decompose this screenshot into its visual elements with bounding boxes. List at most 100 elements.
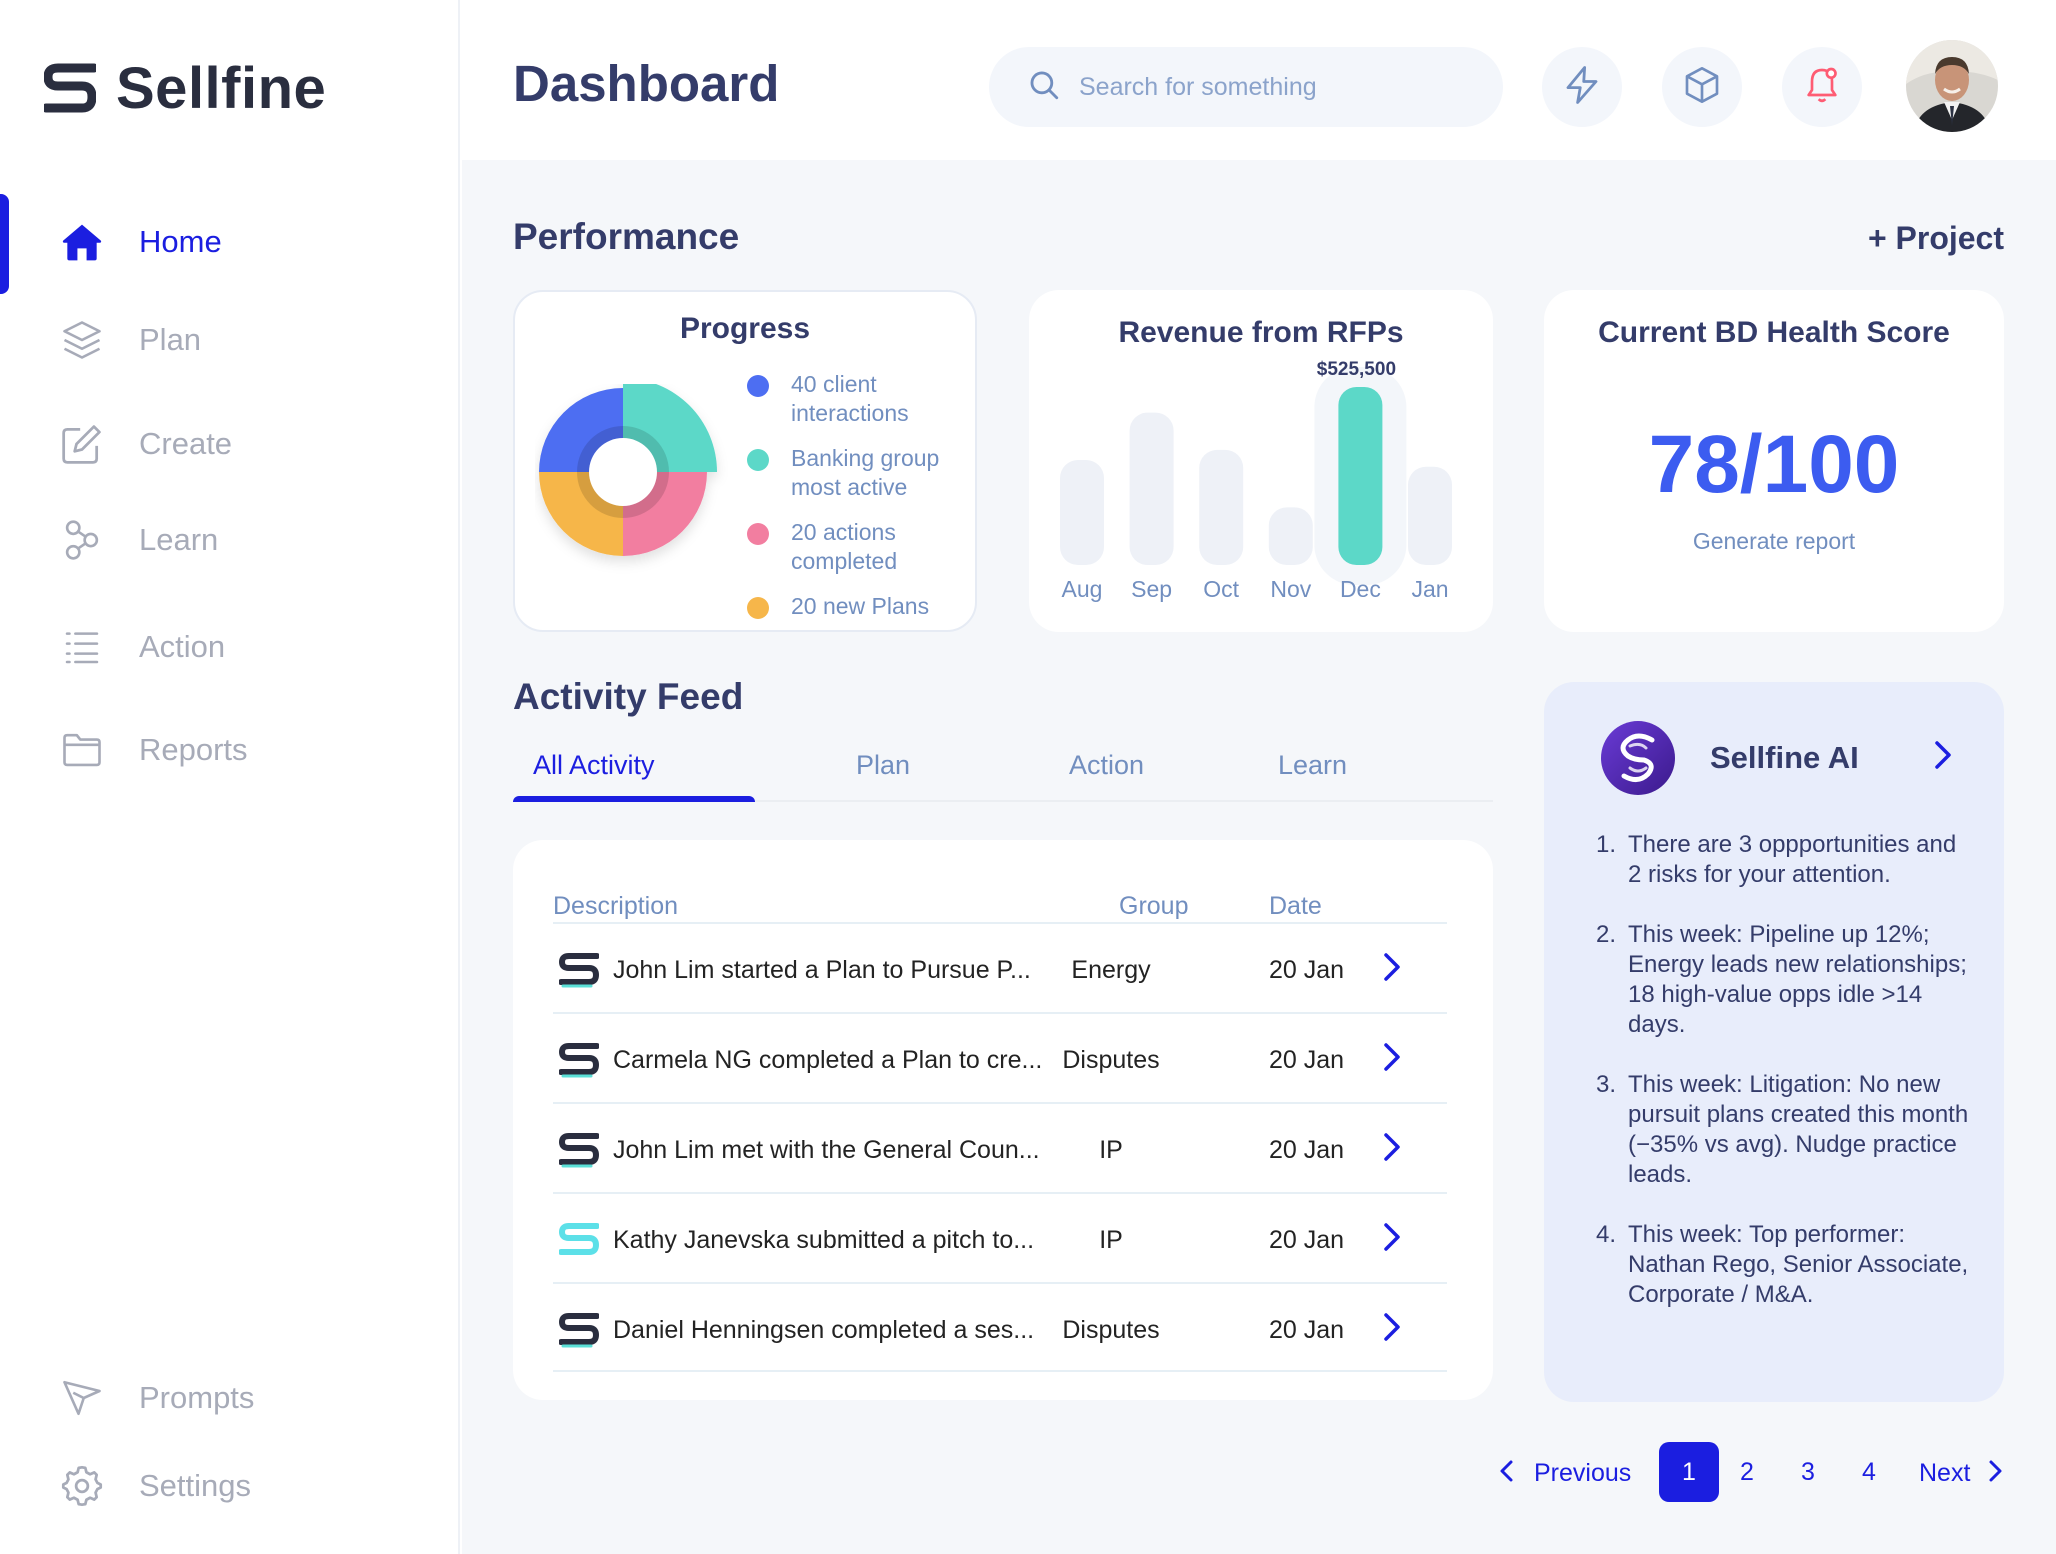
ai-insight-item: 4. This week: Top performer: Nathan Rego,… — [1596, 1220, 1976, 1310]
chevron-right-icon[interactable] — [1379, 1310, 1405, 1349]
row-group: Energy — [1071, 956, 1151, 984]
table-row[interactable]: John Lim started a Plan to Pursue P... E… — [553, 922, 1447, 1012]
avatar[interactable] — [1906, 40, 1998, 132]
send-icon — [56, 1372, 108, 1424]
table-row[interactable]: Kathy Janevska submitted a pitch to... I… — [553, 1192, 1447, 1282]
ai-insights-list: 1. There are 3 oppportunities and 2 risks… — [1596, 830, 1976, 1340]
home-icon — [56, 216, 108, 268]
sidebar-item-label: Settings — [139, 1468, 252, 1503]
health-score-card: Current BD Health Score 78/100 Generate … — [1544, 290, 2004, 632]
sidebar-item-home[interactable]: Home — [56, 210, 222, 274]
sidebar-item-prompts[interactable]: Prompts — [56, 1366, 254, 1430]
layers-icon — [56, 314, 108, 366]
search-input[interactable] — [1079, 72, 1459, 102]
tab-plan[interactable]: Plan — [856, 750, 911, 780]
table-row[interactable]: Daniel Henningsen completed a ses... Dis… — [553, 1282, 1447, 1372]
row-date: 20 Jan — [1269, 1046, 1345, 1074]
revenue-bar-chart: Aug Sep Oct Nov Dec $525,500 Jan — [1060, 359, 1452, 602]
chevron-right-icon[interactable] — [1930, 738, 1956, 777]
sellfine-row-icon-teal — [558, 1222, 600, 1263]
legend-item: 40 client interactions — [747, 370, 961, 428]
page-button-3[interactable]: 3 — [1801, 1457, 1815, 1486]
revenue-card: Revenue from RFPs Aug Sep Oct Nov Dec $525,50… — [1029, 290, 1493, 632]
revenue-title: Revenue from RFPs — [1118, 316, 1404, 349]
legend-item: 20 new Plans — [747, 592, 961, 621]
chevron-right-icon[interactable] — [1379, 950, 1405, 989]
item-number: 1. — [1596, 831, 1617, 858]
bar-dec — [1338, 387, 1383, 565]
row-group: IP — [1099, 1226, 1123, 1254]
activity-tabs: All Activity Plan Action Learn — [513, 736, 1493, 802]
x-tick-label-dec: Dec — [1340, 576, 1381, 602]
column-header-date: Date — [1269, 892, 1322, 920]
page-button-1[interactable]: 1 — [1659, 1442, 1719, 1502]
column-header-description: Description — [553, 892, 679, 920]
sidebar-item-create[interactable]: Create — [56, 412, 232, 476]
sellfine-row-icon — [558, 1042, 600, 1083]
app-logo[interactable]: Sellfine — [44, 52, 326, 124]
legend-label: 20 actions completed — [791, 519, 898, 574]
ai-insight-item: 1. There are 3 oppportunities and 2 risks… — [1596, 830, 1976, 890]
item-text: This week: Top performer: Nathan Rego, S… — [1628, 1221, 1969, 1308]
add-project-button[interactable]: + Project — [1867, 220, 2004, 256]
sidebar-item-label: Create — [139, 426, 233, 461]
activity-table: Description Group Date John Lim started … — [513, 840, 1493, 1400]
next-label: Next — [1919, 1458, 1971, 1487]
table-row[interactable]: Carmela NG completed a Plan to cre... Di… — [553, 1012, 1447, 1102]
legend-label: 20 new Plans — [791, 593, 930, 619]
bar-data-label: $525,500 — [1317, 359, 1396, 380]
sidebar-item-label: Reports — [139, 732, 248, 767]
x-tick-label-jan: Jan — [1411, 576, 1448, 602]
health-title: Current BD Health Score — [1598, 316, 1950, 349]
sidebar-item-label: Learn — [139, 522, 219, 557]
notifications-button[interactable] — [1782, 47, 1862, 127]
row-description: Kathy Janevska submitted a pitch to... — [613, 1226, 1035, 1254]
performance-title: Performance — [513, 216, 740, 257]
app-name: Sellfine — [116, 55, 327, 121]
tab-action[interactable]: Action — [1069, 750, 1145, 780]
nodes-icon — [56, 514, 108, 566]
generate-report-link[interactable]: Generate report — [1692, 528, 1856, 554]
sidebar-item-learn[interactable]: Learn — [56, 508, 218, 572]
tab-all-activity[interactable]: All Activity — [533, 750, 655, 780]
chevron-right-icon[interactable] — [1379, 1130, 1405, 1169]
item-text: There are 3 oppportunities and 2 risks f… — [1628, 831, 1957, 888]
item-number: 4. — [1596, 1221, 1617, 1248]
row-description: Carmela NG completed a Plan to cre... — [613, 1046, 1043, 1074]
x-tick-label-oct: Oct — [1203, 576, 1239, 602]
top-header: Dashboard — [462, 0, 2056, 160]
sidebar-item-reports[interactable]: Reports — [56, 718, 248, 782]
chevron-left-icon — [1496, 1456, 1518, 1491]
table-row[interactable]: John Lim met with the General Coun... IP… — [553, 1102, 1447, 1192]
sidebar: Sellfine Home Plan Create Learn Action — [0, 0, 460, 1554]
search-icon — [1027, 68, 1061, 107]
chevron-right-icon[interactable] — [1379, 1220, 1405, 1259]
legend-dot — [747, 523, 769, 545]
chevron-right-icon[interactable] — [1379, 1040, 1405, 1079]
nav-active-indicator — [0, 194, 9, 294]
page-button-4[interactable]: 4 — [1862, 1457, 1876, 1486]
page-button-2[interactable]: 2 — [1740, 1457, 1754, 1486]
sidebar-item-settings[interactable]: Settings — [56, 1454, 251, 1518]
pagination-previous[interactable]: Previous — [1496, 1442, 1631, 1504]
lightning-button[interactable] — [1542, 47, 1622, 127]
health-score-value: 78/100 — [1648, 419, 1900, 510]
cube-button[interactable] — [1662, 47, 1742, 127]
item-number: 3. — [1596, 1071, 1617, 1098]
sidebar-item-label: Plan — [139, 322, 202, 357]
search-bar[interactable] — [989, 47, 1503, 127]
sellfine-row-icon — [558, 952, 600, 993]
pagination-next[interactable]: Next — [1919, 1442, 2006, 1504]
legend-label: 40 client interactions — [791, 371, 909, 426]
item-text: This week: Pipeline up 12%; Energy leads… — [1628, 921, 1967, 1038]
progress-donut-chart — [539, 384, 717, 556]
sidebar-item-action[interactable]: Action — [56, 615, 225, 679]
item-number: 2. — [1596, 921, 1617, 948]
page-title: Dashboard — [513, 55, 780, 112]
list-icon — [56, 621, 108, 673]
row-date: 20 Jan — [1269, 1316, 1345, 1344]
chevron-right-icon — [1984, 1456, 2006, 1491]
row-group: Disputes — [1062, 1316, 1160, 1344]
sidebar-item-plan[interactable]: Plan — [56, 308, 201, 372]
tab-learn[interactable]: Learn — [1278, 750, 1348, 780]
